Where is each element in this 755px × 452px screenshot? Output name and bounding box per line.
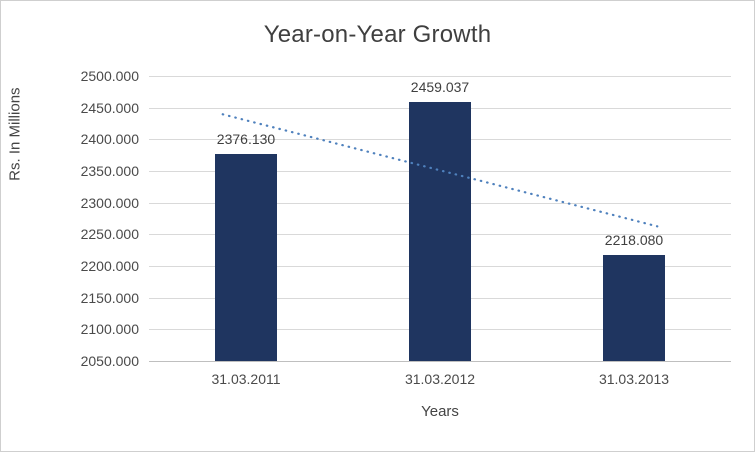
x-axis-line bbox=[149, 361, 731, 362]
plot-area bbox=[149, 76, 731, 362]
bar-data-label: 2459.037 bbox=[410, 78, 470, 95]
gridline bbox=[149, 76, 731, 77]
chart-title: Year-on-Year Growth bbox=[263, 21, 492, 48]
x-tick-label: 31.03.2011 bbox=[211, 371, 281, 387]
x-tick-label: 31.03.2012 bbox=[404, 371, 476, 387]
y-tick-label: 2050.000 bbox=[80, 353, 139, 369]
x-tick-label: 31.03.2013 bbox=[598, 371, 670, 387]
y-tick-label: 2450.000 bbox=[80, 99, 139, 116]
bar bbox=[215, 154, 277, 361]
bar bbox=[603, 254, 665, 361]
y-tick-label: 2250.000 bbox=[80, 226, 139, 243]
y-axis-label: Rs. In Millions bbox=[6, 87, 24, 181]
bar-data-label: 2218.080 bbox=[604, 231, 664, 248]
y-tick-label: 2400.000 bbox=[80, 131, 139, 148]
y-tick-label: 2200.000 bbox=[80, 258, 139, 274]
y-tick-label: 2300.000 bbox=[80, 194, 139, 211]
x-axis-label: Years bbox=[421, 403, 459, 420]
bar bbox=[409, 101, 471, 361]
y-tick-label: 2100.000 bbox=[80, 321, 139, 338]
y-tick-label: 2350.000 bbox=[80, 163, 139, 179]
bar-data-label: 2376.130 bbox=[216, 131, 276, 148]
y-tick-label: 2150.000 bbox=[80, 289, 139, 306]
y-tick-label: 2500.000 bbox=[80, 68, 139, 84]
